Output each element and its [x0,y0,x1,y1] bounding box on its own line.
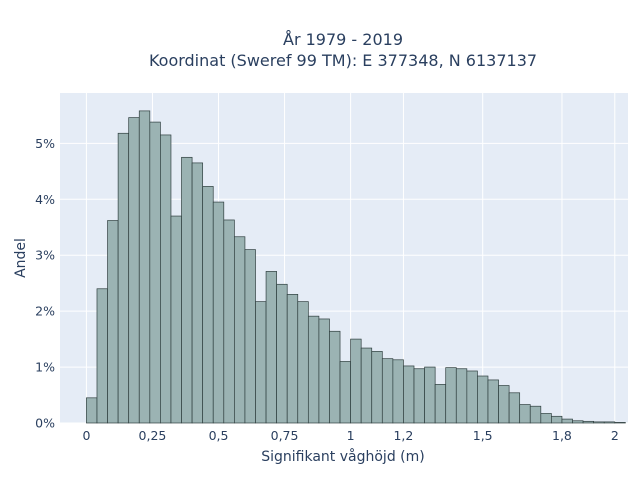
histogram-bar [265,271,277,424]
chart-title-line-1: År 1979 - 2019 [283,30,403,49]
x-tick-label: 0,75 [271,428,299,443]
histogram-bar [202,186,214,424]
x-tick-label: 0 [82,428,90,443]
y-tick-label: 0% [35,416,55,431]
histogram-bar [434,384,447,424]
histogram-bar [445,367,457,424]
histogram-bar [360,347,373,424]
histogram-bar [487,379,499,424]
histogram-bar [318,318,330,424]
histogram-bar [149,121,161,424]
histogram-bar [529,405,542,424]
histogram-bar [286,294,299,424]
x-tick-label: 1,2 [393,428,413,443]
y-tick-label: 4% [35,192,55,207]
histogram-bar [297,301,309,424]
histogram-bar [582,420,595,424]
histogram-bar [181,156,193,424]
histogram-bar [519,404,531,424]
histogram-bar [276,283,288,424]
histogram-bar [329,330,341,424]
histogram-bar [244,249,256,424]
histogram-bar [255,301,267,424]
histogram-bar [561,418,573,424]
histogram-bar [551,415,563,424]
histogram-bar [96,288,108,424]
histogram-bar [223,219,235,424]
histogram-bar [477,375,489,424]
y-tick-label: 2% [35,304,55,319]
histogram-bar [403,365,415,424]
histogram-bar [107,220,119,424]
x-tick-label: 0,5 [209,428,229,443]
x-axis-ticks: 0 0,25 0,5 0,75 1 1,2 1,5 1,8 2 [82,428,618,443]
x-tick-label: 0,25 [139,428,167,443]
histogram-bar [572,420,584,424]
histogram-bar [466,370,478,424]
histogram-bar [508,392,521,424]
histogram-bar [128,117,140,424]
histogram-bar [498,385,510,424]
y-axis-ticks: 0% 1% 2% 3% 4% 5% [35,136,55,431]
x-tick-label: 2 [611,428,619,443]
histogram-bar [350,338,362,424]
y-tick-label: 3% [35,248,55,263]
histogram-bar [540,413,552,424]
histogram-bar [424,366,436,424]
chart-title-line-2: Koordinat (Sweref 99 TM): E 377348, N 61… [149,51,537,70]
histogram-bar [170,215,182,424]
y-tick-label: 5% [35,136,55,151]
histogram-bar [455,368,468,424]
x-tick-label: 1 [347,428,355,443]
histogram-bar [86,397,98,424]
x-tick-label: 1,8 [552,428,572,443]
histogram-bars [86,110,626,424]
histogram-bar [117,132,130,424]
histogram-bar [381,358,394,424]
histogram-bar [212,201,225,424]
x-tick-label: 1,5 [473,428,493,443]
x-axis-label: Signifikant våghöjd (m) [261,448,424,465]
y-axis-label: Andel [13,238,29,278]
histogram-bar [614,422,626,424]
histogram-bar [138,110,151,424]
histogram-bar [234,236,246,424]
histogram-bar [603,421,616,424]
histogram-bar [413,368,425,424]
histogram-bar [371,351,383,424]
histogram-bar [392,359,404,424]
y-tick-label: 1% [35,360,55,375]
histogram-bar [593,421,605,424]
histogram-bar [339,361,351,424]
histogram-bar [160,134,172,424]
histogram-bar [191,162,204,424]
histogram-bar [307,315,320,424]
